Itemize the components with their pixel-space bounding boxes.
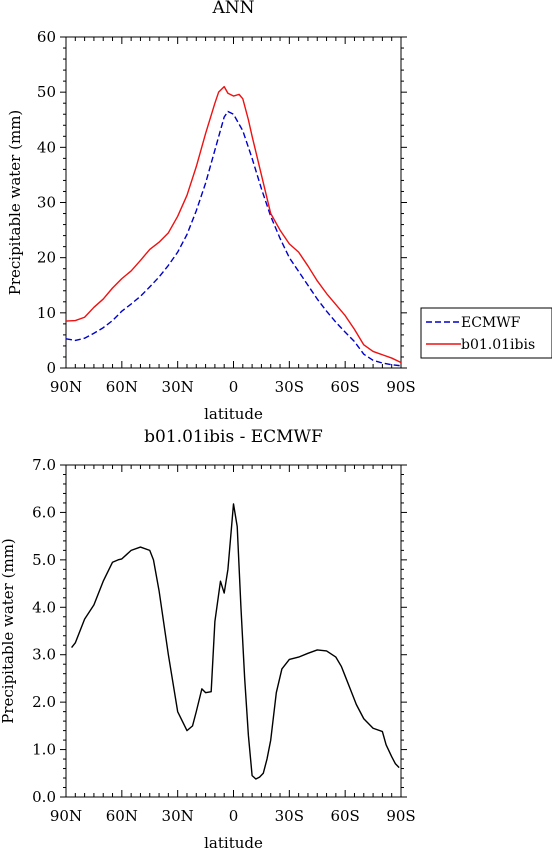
panel1-y-tick-label: 0	[46, 359, 56, 377]
panel1-x-tick-label: 60N	[106, 378, 138, 396]
panel1-series-line-ecmwf	[65, 110, 402, 367]
panel2-y-tick-label: 4.0	[32, 598, 56, 616]
panel2-y-tick-label: 3.0	[32, 646, 56, 664]
panel1-x-axis-label: latitude	[204, 405, 263, 423]
panel2-x-tick-label: 90S	[386, 807, 415, 825]
panel2-series-line-difference	[71, 503, 400, 780]
panel1-y-tick-label: 10	[37, 304, 56, 322]
panel2-chart-title: b01.01ibis - ECMWF	[144, 427, 323, 447]
panel2-y-tick-label: 5.0	[32, 551, 56, 569]
panel1-y-axis-label: Precipitable water (mm)	[6, 110, 24, 296]
panel1-y-tick-label: 30	[37, 194, 56, 212]
panel2-x-tick-label: 30N	[162, 807, 194, 825]
panel1-y-tick-label: 40	[37, 138, 56, 156]
panel2-x-tick-label: 0	[229, 807, 239, 825]
panel2-y-tick-label: 0.0	[32, 788, 56, 806]
panel2-y-tick-label: 6.0	[32, 503, 56, 521]
panel2-plot-frame	[65, 464, 402, 798]
panel2-y-tick-label: 7.0	[32, 456, 56, 474]
panel2-x-tick-label: 60N	[106, 807, 138, 825]
panel1-x-tick-label: 90N	[50, 378, 82, 396]
panel1-chart-title: ANN	[211, 0, 254, 18]
panel2-x-tick-label: 90N	[50, 807, 82, 825]
panel1-plot-frame	[65, 36, 402, 369]
panel1-y-tick-label: 50	[37, 83, 56, 101]
panel1-legend-box	[420, 307, 552, 359]
panel1-x-tick-label: 30S	[275, 378, 304, 396]
panel2-y-tick-label: 1.0	[32, 741, 56, 759]
panel1-x-tick-label: 60S	[330, 378, 359, 396]
panel2-y-axis-label: Precipitable water (mm)	[0, 538, 17, 724]
panel2-x-tick-label: 60S	[330, 807, 359, 825]
panel1-y-tick-label: 20	[37, 249, 56, 267]
panel1-x-tick-label: 0	[229, 378, 239, 396]
panel1-x-tick-label: 30N	[162, 378, 194, 396]
panel1-x-tick-label: 90S	[386, 378, 415, 396]
panel2-x-axis-label: latitude	[204, 834, 263, 851]
panel1-series-line-b01-01ibis	[65, 85, 402, 364]
panel2-y-tick-label: 2.0	[32, 693, 56, 711]
panel1-legend-label: b01.01ibis	[461, 337, 535, 353]
panel1-legend-label: ECMWF	[461, 315, 521, 331]
panel2-x-tick-label: 30S	[275, 807, 304, 825]
panel1-y-tick-label: 60	[37, 28, 56, 46]
